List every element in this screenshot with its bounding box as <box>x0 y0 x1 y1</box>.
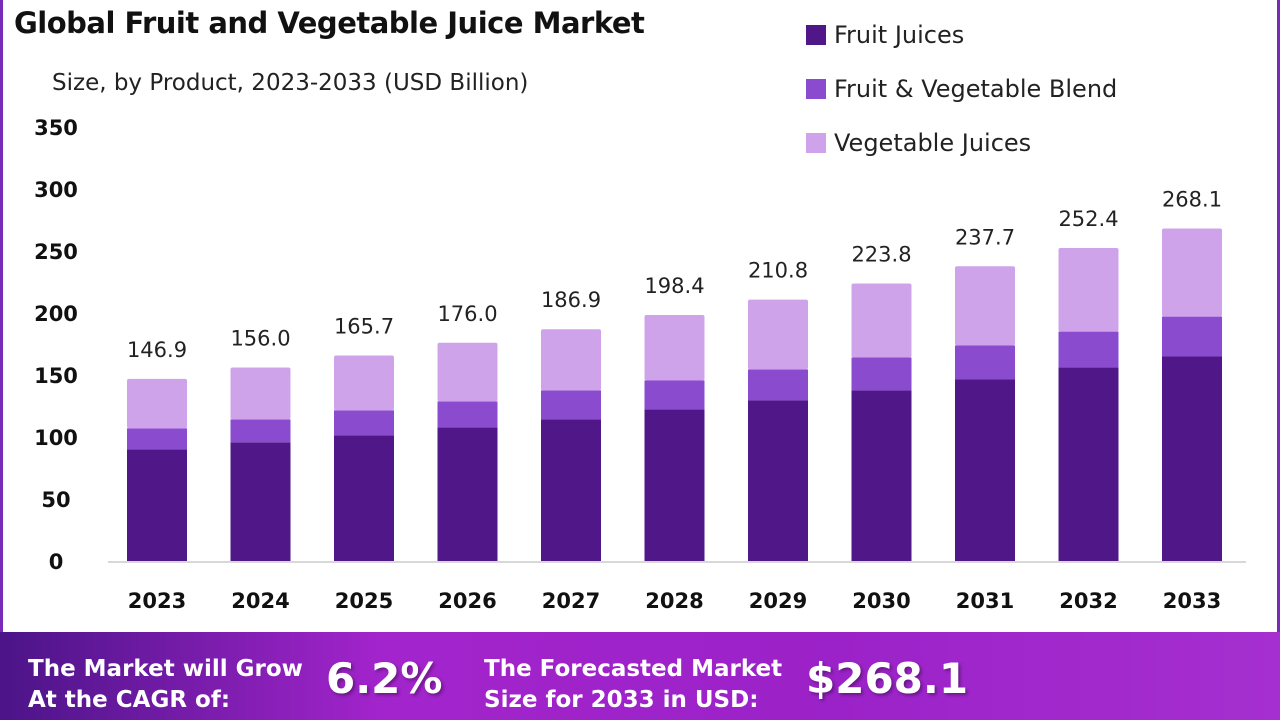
y-tick-label: 250 <box>34 240 78 264</box>
total-data-label: 268.1 <box>1162 188 1222 212</box>
x-tick-label: 2023 <box>128 589 186 613</box>
forecast-label-line: Size for 2033 in USD: <box>484 687 759 713</box>
legend-item-vegetable-juices: Vegetable Juices <box>806 116 1117 170</box>
x-tick-label: 2033 <box>1163 589 1221 613</box>
bar-segment <box>1162 316 1222 357</box>
y-tick-label: 0 <box>49 550 64 574</box>
chart-subtitle: Size, by Product, 2023-2033 (USD Billion… <box>52 70 529 96</box>
y-tick-label: 200 <box>34 302 78 326</box>
x-tick-label: 2029 <box>749 589 807 613</box>
total-data-label: 252.4 <box>1058 207 1118 231</box>
bar-segment <box>644 314 705 381</box>
y-tick-label: 100 <box>34 426 78 450</box>
legend-swatch <box>806 25 826 45</box>
bar-segment <box>748 299 808 370</box>
cagr-value: 6.2% <box>326 654 443 703</box>
legend-label: Fruit & Vegetable Blend <box>834 75 1118 103</box>
x-tick-label: 2025 <box>335 589 393 613</box>
bar-segment <box>230 419 291 443</box>
y-tick-label: 50 <box>41 488 70 512</box>
total-data-label: 165.7 <box>334 315 394 339</box>
bar-segment <box>748 369 808 401</box>
bar-segment <box>437 401 498 428</box>
x-tick-label: 2032 <box>1059 589 1117 613</box>
total-data-label: 223.8 <box>851 242 911 266</box>
x-tick-label: 2027 <box>542 589 600 613</box>
legend: Fruit Juices Fruit & Vegetable Blend Veg… <box>806 8 1117 170</box>
bar-segment <box>334 435 394 561</box>
chart-title: Global Fruit and Vegetable Juice Market <box>14 6 645 40</box>
total-data-label: 198.4 <box>644 274 704 298</box>
y-tick-label: 300 <box>34 178 78 202</box>
cagr-label-line: The Market will Grow <box>28 656 303 682</box>
bar-segment <box>851 390 912 561</box>
x-tick-label: 2028 <box>645 589 703 613</box>
chart-frame <box>0 0 1280 632</box>
cagr-label-line: At the CAGR of: <box>28 687 231 713</box>
bar-segment <box>644 380 705 410</box>
bar-segment <box>1162 228 1222 317</box>
total-data-label: 156.0 <box>230 327 290 351</box>
legend-label: Vegetable Juices <box>834 129 1032 157</box>
bar-segment <box>541 390 601 420</box>
total-data-label: 186.9 <box>541 288 601 312</box>
forecast-label-line: The Forecasted Market <box>484 656 783 682</box>
x-tick-label: 2030 <box>852 589 910 613</box>
bar-segment <box>541 419 601 561</box>
bar-segment <box>748 400 808 561</box>
bar-segment <box>334 355 394 411</box>
bar-segment <box>955 266 1015 346</box>
total-data-label: 146.9 <box>127 338 187 362</box>
bar-segment <box>851 357 912 391</box>
bar-segment <box>127 449 187 561</box>
bar-segment <box>334 410 394 436</box>
bar-segment <box>230 442 291 561</box>
bar-segment <box>1162 356 1222 561</box>
bar-segment <box>851 283 912 358</box>
bar-segment <box>1058 248 1119 332</box>
bar-segment <box>644 409 705 561</box>
total-data-label: 210.8 <box>748 259 808 283</box>
total-data-label: 237.7 <box>955 225 1015 249</box>
legend-swatch <box>806 79 826 99</box>
legend-swatch <box>806 133 826 153</box>
x-tick-label: 2026 <box>438 589 496 613</box>
legend-item-fruit-juices: Fruit Juices <box>806 8 1117 62</box>
forecast-value: $268.1 <box>806 654 969 703</box>
y-tick-label: 350 <box>34 116 78 140</box>
y-tick-label: 150 <box>34 364 78 388</box>
bar-segment <box>437 427 498 561</box>
legend-label: Fruit Juices <box>834 21 965 49</box>
legend-item-blend: Fruit & Vegetable Blend <box>806 62 1117 116</box>
x-tick-label: 2024 <box>231 589 289 613</box>
summary-banner: The Market will Grow At the CAGR of: 6.2… <box>0 632 1280 720</box>
bar-segment <box>127 378 187 429</box>
bar-segment <box>1058 331 1119 368</box>
forecast-label: The Forecasted Market Size for 2033 in U… <box>484 654 782 716</box>
bar-segment <box>230 367 291 420</box>
total-data-label: 176.0 <box>437 302 497 326</box>
bar-segment <box>437 342 498 402</box>
bar-segment <box>955 379 1015 561</box>
bar-segment <box>541 329 601 391</box>
bar-segment <box>955 345 1015 380</box>
cagr-label: The Market will Grow At the CAGR of: <box>28 654 303 716</box>
bar-segment <box>127 428 187 450</box>
bar-chart: 0 50 100 150 200 250 300 350 146.9 2023 156.0 2024 1… <box>34 116 1246 613</box>
x-tick-label: 2031 <box>956 589 1014 613</box>
bar-segment <box>1058 367 1119 561</box>
